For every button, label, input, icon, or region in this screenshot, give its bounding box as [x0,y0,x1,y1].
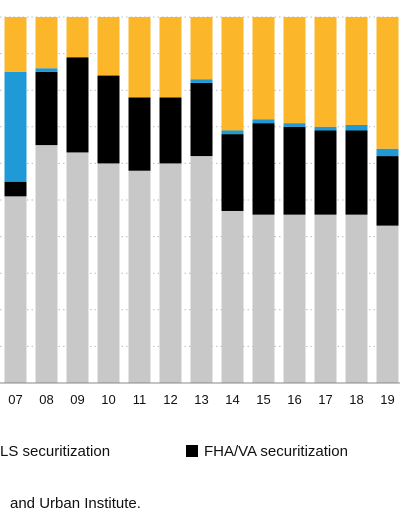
bar-segment-16-series-3 [283,17,306,124]
stacked-bar-chart: 07 08 09 10 11 12 13 14 15 16 17 18 19 [0,16,400,407]
bar-segment-14-series-2 [221,130,244,135]
bar-segment-14-series-0 [221,210,244,383]
bar-segment-10-series-0 [97,163,120,383]
bar-segment-19-series-0 [376,225,399,383]
legend-item-fha-va: FHA/VA securitization [186,443,348,460]
bar-segment-17-series-1 [314,130,337,215]
bar-segment-07-series-0 [4,196,27,383]
bar-segment-18-series-1 [345,130,368,215]
bar-segment-18-series-0 [345,214,368,383]
source-note: and Urban Institute. [10,495,141,512]
x-tick-label-16: 16 [287,392,301,407]
legend-item-partial: LS securitization [0,443,110,460]
bar-segment-08-series-1 [35,71,58,146]
bar-segment-19-series-1 [376,156,399,226]
bar-segment-12-series-0 [159,163,182,383]
bar-segment-13-series-2 [190,79,213,83]
bar-segment-16-series-0 [283,214,306,383]
bar-segment-12-series-1 [159,97,182,164]
bar-segment-18-series-2 [345,124,368,131]
bar-segment-17-series-2 [314,126,337,131]
bar-segment-09-series-3 [66,17,89,58]
x-tick-label-09: 09 [70,392,84,407]
bar-segment-09-series-0 [66,152,89,383]
bar-segment-11-series-1 [128,97,151,171]
bar-segment-16-series-2 [283,123,306,127]
x-tick-label-19: 19 [380,392,394,407]
x-tick-label-17: 17 [318,392,332,407]
x-tick-label-15: 15 [256,392,270,407]
legend-label-fha-va: FHA/VA securitization [204,443,348,460]
legend-label-partial: LS securitization [0,443,111,460]
bar-segment-15-series-3 [252,17,275,120]
bar-segment-13-series-0 [190,156,213,383]
bar-segment-14-series-3 [221,17,244,131]
x-tick-label-13: 13 [194,392,208,407]
x-tick-label-18: 18 [349,392,363,407]
x-tick-label-11: 11 [133,392,147,407]
bar-segment-15-series-1 [252,123,275,215]
bar-segment-15-series-2 [252,119,275,124]
bar-segment-18-series-3 [345,17,368,125]
x-tick-label-07: 07 [8,392,22,407]
bar-segment-16-series-1 [283,126,306,215]
bar-segment-12-series-3 [159,17,182,98]
bar-segment-19-series-2 [376,148,399,157]
bar-segment-14-series-1 [221,134,244,211]
bar-segment-07-series-2 [4,71,27,182]
bar-segment-13-series-3 [190,17,213,80]
bar-segment-08-series-2 [35,68,58,72]
x-tick-label-12: 12 [163,392,177,407]
bar-segment-17-series-0 [314,214,337,383]
bar-segment-11-series-0 [128,170,151,383]
x-tick-label-10: 10 [101,392,115,407]
bar-segment-17-series-3 [314,17,337,127]
bar-segment-10-series-1 [97,75,120,164]
bar-segment-07-series-3 [4,17,27,72]
bar-segment-19-series-3 [376,17,399,149]
bar-segment-08-series-3 [35,17,58,69]
bar-segment-10-series-3 [97,17,120,76]
x-tick-label-08: 08 [39,392,53,407]
bar-segment-08-series-0 [35,145,58,383]
legend-swatch-fha-va [186,445,198,457]
bar-segment-11-series-3 [128,17,151,98]
bar-segment-13-series-1 [190,82,213,157]
bar-segment-15-series-0 [252,214,275,383]
x-tick-label-14: 14 [225,392,239,407]
bar-segment-07-series-1 [4,181,27,197]
bar-segment-09-series-1 [66,57,89,153]
